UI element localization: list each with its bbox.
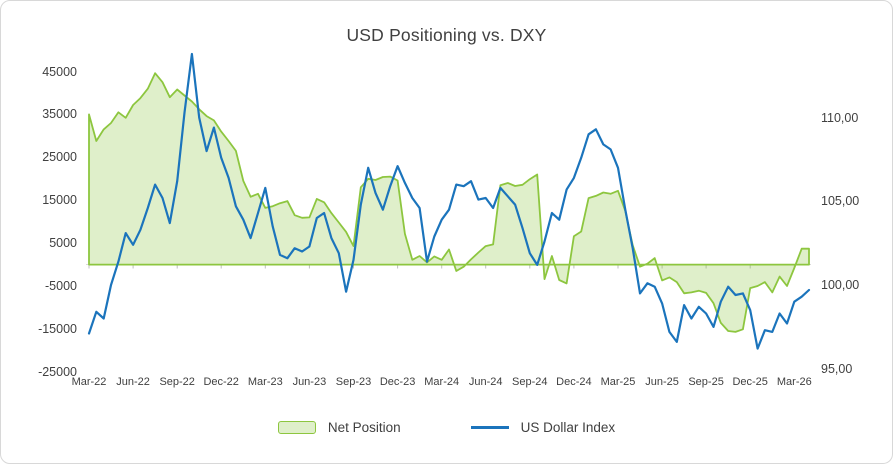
x-axis-tick-label: Dec-24 [556,376,592,388]
legend-item-net-position: Net Position [277,419,401,435]
left-axis-tick-label: 45000 [42,64,77,79]
chart-title: USD Positioning vs. DXY [346,25,547,45]
x-axis-tick-label: Dec-25 [732,376,768,388]
net-position-swatch [277,420,316,434]
x-axis-tick-marks [88,264,795,269]
x-axis-tick-label: Dec-23 [379,376,416,388]
left-axis-tick-label: -25000 [38,364,77,379]
legend: Net Position US Dollar Index [1,414,892,440]
legend-label-dxy: US Dollar Index [520,419,616,435]
x-axis-tick-label: Sep-23 [335,376,372,388]
x-axis-tick-label: Jun-25 [645,376,679,388]
us-dollar-index-line-series [87,52,811,350]
left-axis-tick-label: -5000 [45,279,77,293]
us-dollar-index-swatch [470,425,509,429]
left-axis-tick-label: 35000 [42,107,77,122]
x-axis-tick-label: Mar-22 [71,376,107,388]
x-axis-tick-label: Jun-23 [292,376,327,388]
right-axis-tick-label: 95,00 [821,361,853,376]
net-position-area-series [88,72,810,333]
legend-label-net-position: Net Position [327,419,401,435]
x-axis-tick-label: Dec-22 [203,376,239,388]
x-axis-tick-label: Mar-26 [776,376,812,388]
legend-item-dxy: US Dollar Index [470,419,616,435]
x-axis-tick-label: Mar-24 [424,376,460,388]
left-axis-tick-label: 15000 [42,193,77,208]
x-axis-tick-label: Jun-24 [468,376,503,388]
right-axis-tick-label: 100,00 [821,278,860,292]
x-axis-tick-label: Mar-25 [600,376,636,388]
right-axis-tick-label: 105,00 [821,194,860,209]
right-axis-tick-label: 110,00 [821,110,859,125]
left-axis-tick-label: 5000 [49,236,77,251]
x-axis-tick-label: Sep-24 [512,376,548,388]
left-axis-tick-label: 25000 [42,150,77,165]
left-axis-tick-label: -15000 [38,321,77,336]
x-axis-tick-label: Mar-23 [247,376,283,388]
x-axis-tick-label: Jun-22 [116,376,150,388]
x-axis-tick-label: Sep-22 [159,376,195,388]
x-axis-tick-label: Sep-25 [688,376,724,388]
